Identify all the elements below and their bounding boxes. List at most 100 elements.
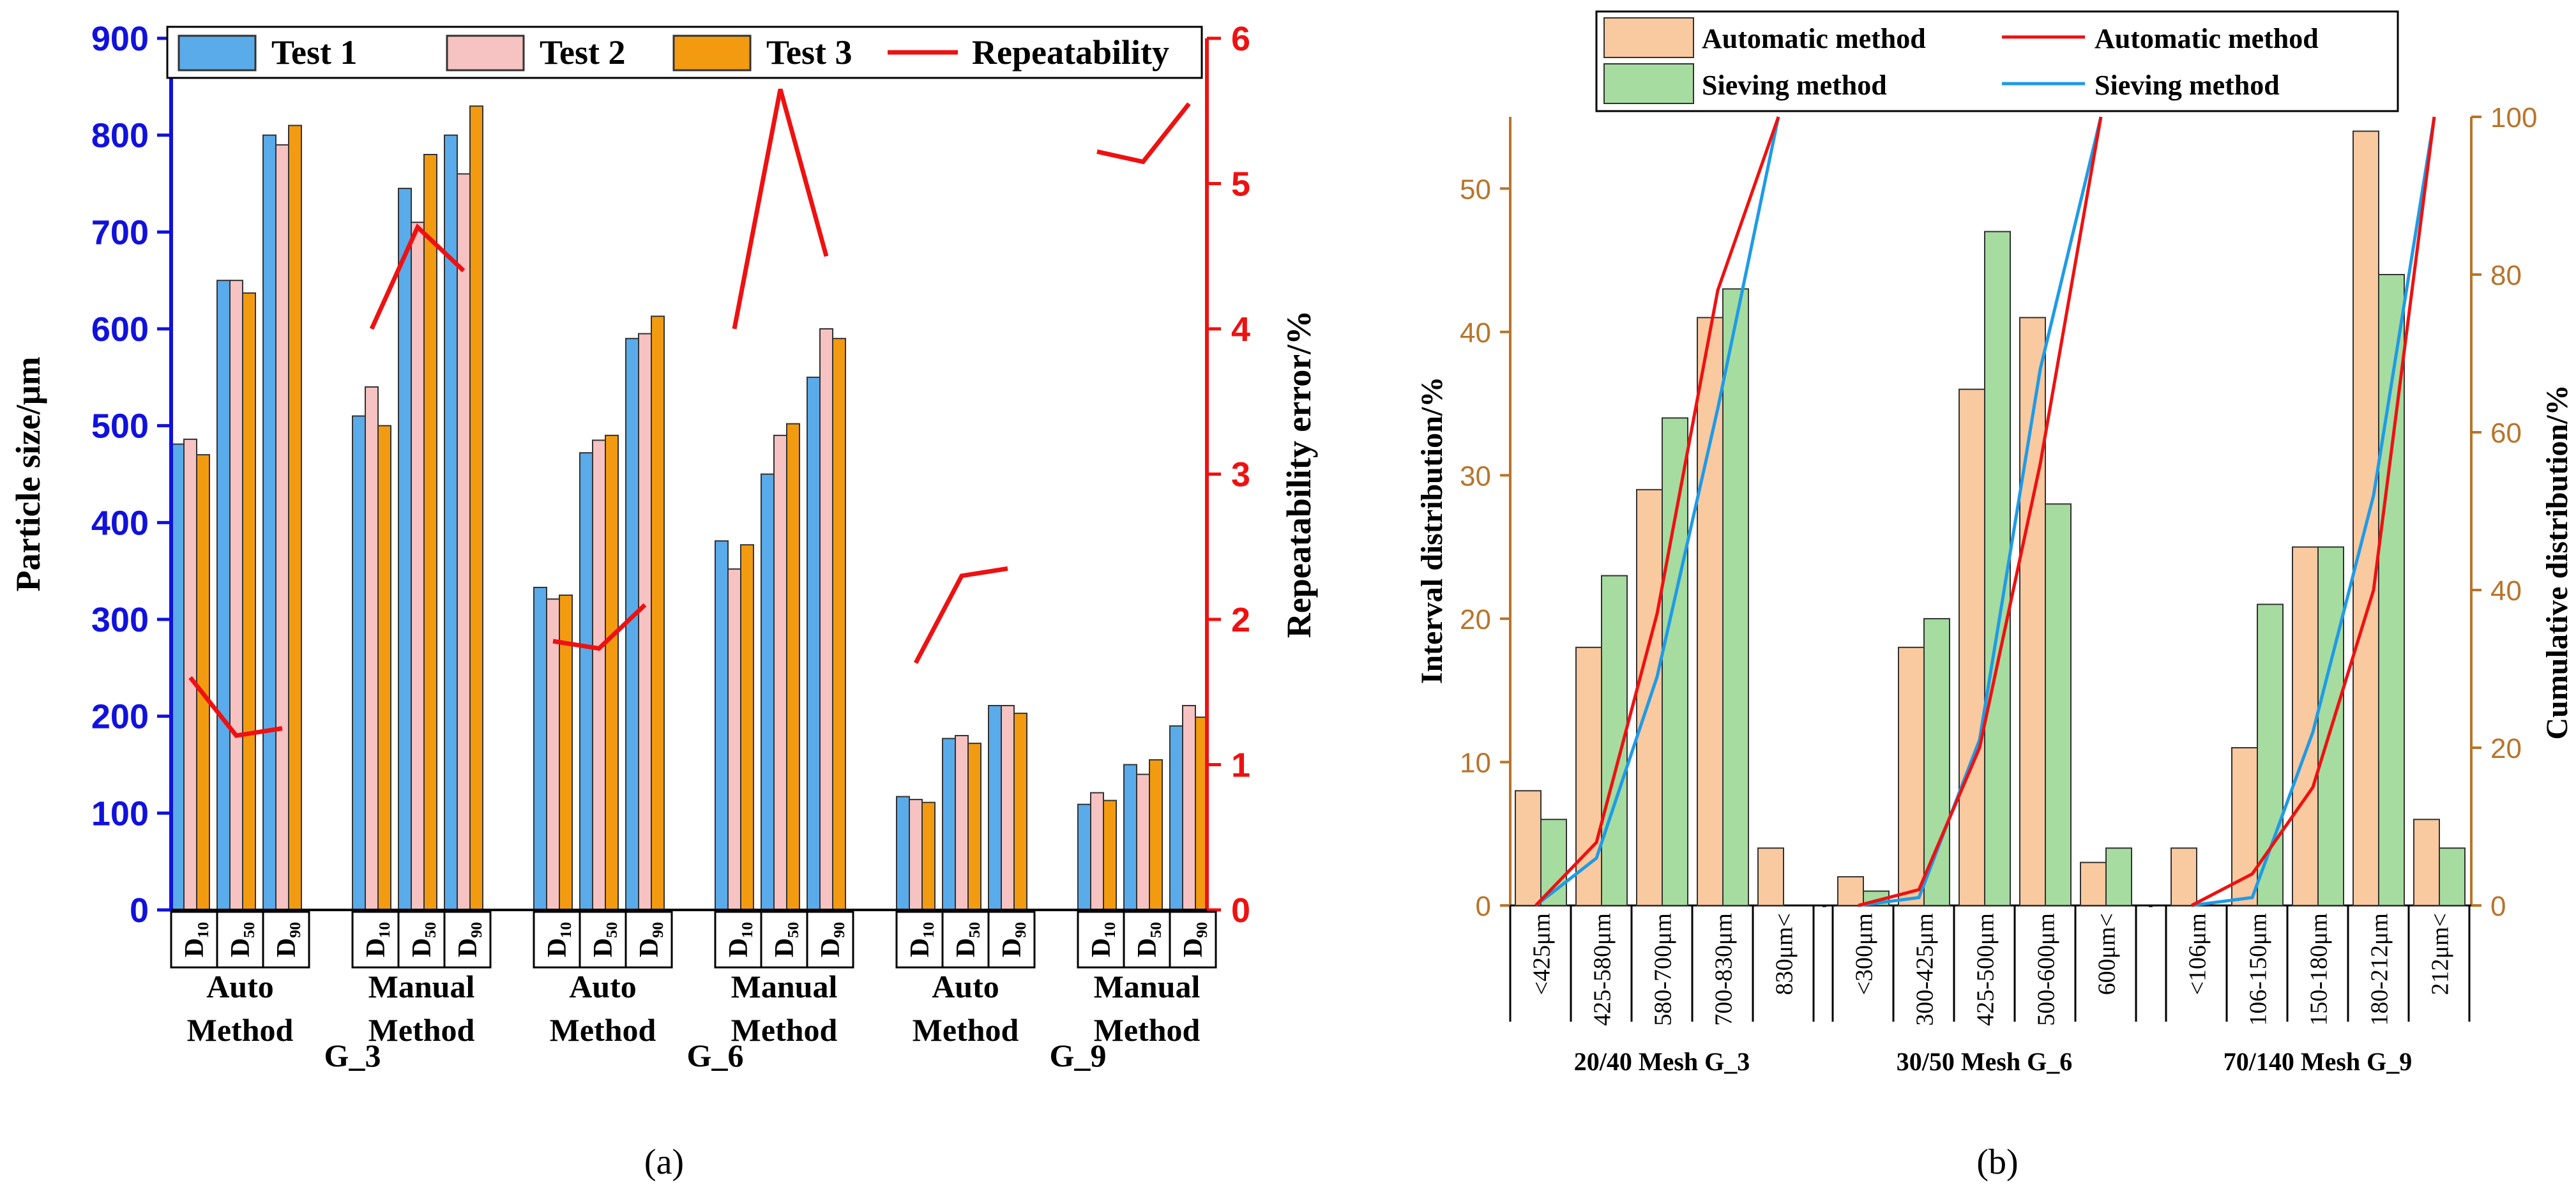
x-subcategory-label: D₅₀: [589, 922, 618, 958]
group-method-line2: Method: [1094, 1012, 1201, 1048]
bar-auto-g2-c0: [2171, 847, 2197, 906]
bar-test3-g5-d0: [1103, 799, 1117, 911]
legend-swatch-2: [446, 34, 525, 72]
bar-test2-g1-d1: [411, 222, 425, 911]
x-subcategory-label: D₅₀: [951, 922, 981, 958]
legend-box: [1595, 10, 2399, 112]
group-method-line1: Auto: [569, 969, 637, 1004]
legend-swatch-auto-bar: [1603, 17, 1694, 58]
group-method-line1: Manual: [1094, 969, 1201, 1004]
x-subcategory-label: D₅₀: [770, 922, 799, 958]
legend-label-3: Test 3: [766, 33, 852, 72]
y-tick-label: 700: [91, 213, 149, 252]
bar-test2-g5-d2: [1182, 704, 1196, 911]
group-method-line2: Method: [187, 1012, 294, 1048]
y-tick-label: 500: [91, 407, 149, 446]
bar-sieve-g2-c2: [2317, 546, 2344, 906]
bar-test2-g3-d0: [727, 568, 741, 911]
y2-tick-label: 0: [1231, 891, 1250, 930]
bar-test2-g2-d1: [592, 439, 606, 911]
group-method-line2: Method: [913, 1012, 1019, 1048]
bar-auto-g2-c3: [2352, 130, 2379, 906]
bar-test3-g1-d2: [469, 105, 483, 911]
bar-sieve-g0-c2: [1662, 417, 1688, 906]
x-category-label: 500-600μm: [2033, 913, 2060, 1026]
group-sample-label: G_6: [687, 1038, 744, 1073]
group-method-line1: Manual: [368, 969, 475, 1004]
bar-test1-g3-d1: [761, 473, 775, 911]
bar-test1-g0-d1: [216, 280, 231, 911]
bar-test3-g4-d2: [1013, 713, 1027, 911]
cumulative-line-auto-g0: [1534, 116, 1780, 907]
bar-test3-g1-d1: [423, 154, 437, 911]
group-sample-label: G_9: [1050, 1038, 1107, 1073]
bar-test2-g4-d2: [1001, 704, 1015, 911]
y-tick-label: 0: [1476, 891, 1491, 922]
y-tick-label: 30: [1460, 460, 1491, 492]
x-group-label: 30/50 Mesh G_6: [1897, 1047, 2073, 1076]
y2-tick-label: 100: [2490, 102, 2537, 133]
x-subcategory-label: D₁₀: [180, 922, 209, 958]
bar-test1-g0-d2: [262, 134, 277, 911]
bar-test2-g5-d0: [1090, 792, 1104, 911]
x-subcategory-label: D₅₀: [1133, 922, 1162, 958]
x-subcategory-label: D₁₀: [361, 922, 391, 958]
x-category-label: 212μm<: [2427, 913, 2454, 995]
panel-a-chart: 0 100 200 300 400 500 600 700 800 900 0 1 2 3 4 5 6 Parti…: [9, 20, 1318, 1073]
legend-label-sieve-bar: Sieving method: [1702, 70, 1887, 101]
repeatability-line-g0: [188, 676, 283, 738]
legend-label-4: Repeatability: [972, 33, 1169, 72]
bar-test1-g2-d1: [579, 452, 593, 911]
bar-test1-g1-d1: [398, 188, 412, 911]
y-tick-label: 20: [1460, 604, 1491, 635]
x-category-label: 580-700μm: [1650, 913, 1677, 1026]
bar-test3-g3-d1: [786, 423, 800, 911]
legend-label-auto-line: Automatic method: [2095, 23, 2319, 54]
y-axis-title: Particle size/μm: [9, 357, 47, 592]
bar-test1-g4-d0: [896, 796, 910, 911]
group-sample-label: G_3: [324, 1038, 381, 1073]
y-tick-label: 600: [91, 310, 149, 349]
bar-test3-g4-d0: [921, 801, 936, 911]
bar-test2-g3-d1: [773, 434, 787, 911]
panel-a-label: (a): [644, 1142, 684, 1182]
bar-test1-g2-d0: [533, 586, 547, 911]
bar-test2-g4-d1: [955, 735, 969, 911]
x-category-label: 425-500μm: [1973, 913, 1999, 1026]
x-category-label: <300μm: [1851, 913, 1878, 995]
y-tick-label: 300: [91, 601, 149, 639]
y2-tick-label: 20: [2490, 733, 2522, 764]
y2-tick-label: 0: [2490, 891, 2506, 922]
y-tick-label: 10: [1460, 747, 1491, 778]
x-subcategory-box: [262, 911, 310, 969]
bar-test3-g3-d0: [740, 544, 754, 911]
x-subcategory-box: [806, 911, 854, 969]
repeatability-line-g5: [1096, 102, 1191, 165]
bar-auto-g1-c0: [1837, 876, 1864, 907]
bar-auto-g1-c1: [1898, 646, 1925, 906]
group-method-line1: Manual: [731, 969, 838, 1004]
cumulative-line-auto-g1: [1858, 116, 2103, 907]
y2-tick-label: 80: [2490, 260, 2522, 291]
bar-sieve-g1-c2: [1984, 231, 2011, 906]
cumulative-line-sieve-g2: [2191, 116, 2436, 907]
bar-auto-g0-c1: [1575, 646, 1602, 906]
x-group-label: 20/40 Mesh G_3: [1574, 1047, 1750, 1076]
x-category-label: 830μm<: [1771, 913, 1798, 995]
x-subcategory-label: D₁₀: [724, 922, 754, 958]
x-subcategory-label: D₁₀: [543, 922, 572, 958]
bar-test3-g4-d1: [967, 743, 981, 911]
x-category-label: 425-580μm: [1589, 913, 1616, 1026]
y-tick-label: 0: [130, 891, 149, 930]
x-subcategory-label: D₉₀: [816, 922, 845, 958]
x-subcategory-box: [443, 911, 492, 969]
x-category-label: 300-425μm: [1912, 913, 1939, 1026]
bar-test2-g0-d1: [229, 280, 243, 911]
bar-test1-g4-d1: [942, 738, 956, 911]
bar-test1-g3-d2: [807, 376, 821, 911]
y2-tick-label: 1: [1231, 746, 1250, 785]
y-tick-label: 800: [91, 117, 149, 155]
y-tick-label: 40: [1460, 317, 1491, 349]
x-subcategory-box: [1169, 911, 1217, 969]
bar-auto-g0-c4: [1757, 847, 1784, 906]
